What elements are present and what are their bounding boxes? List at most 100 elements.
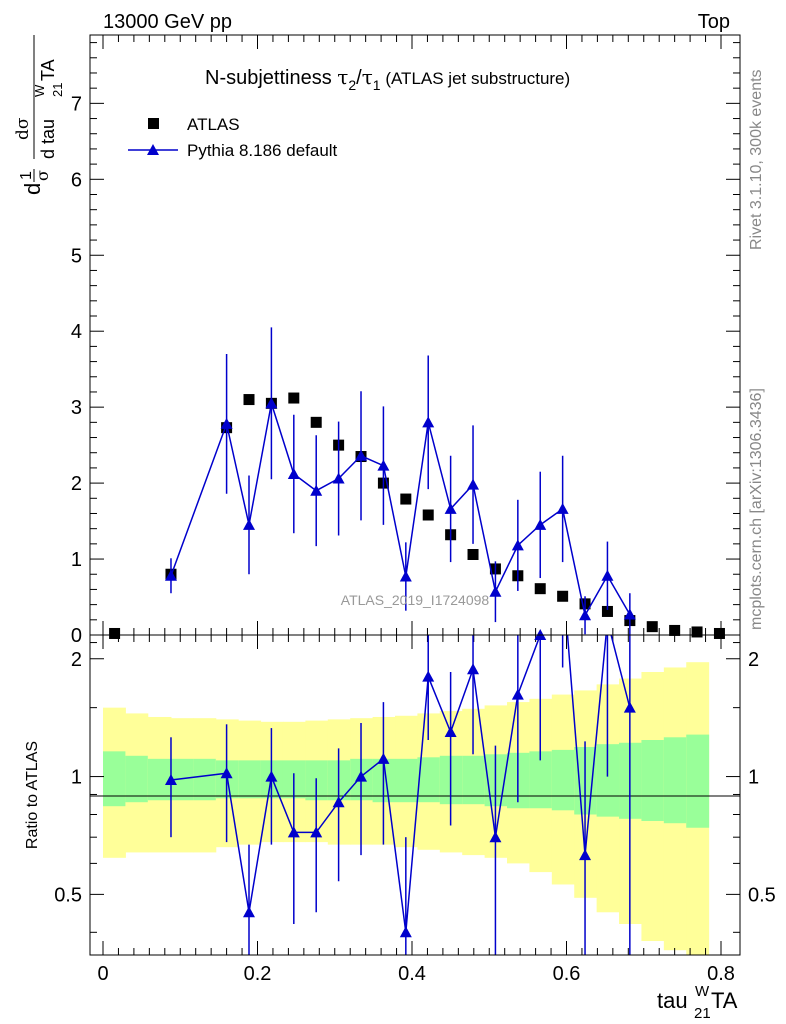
plot-title: N-subjettiness τ2/τ1 (ATLAS jet substruc… xyxy=(205,65,570,93)
ratio-ytick-label-right: 2 xyxy=(748,649,759,671)
ratio-band-inner xyxy=(193,758,217,801)
atlas-point xyxy=(400,493,412,505)
ratio-band-inner xyxy=(596,744,620,817)
main-ytick-label: 7 xyxy=(71,93,82,115)
atlas-point xyxy=(713,627,725,639)
atlas-point xyxy=(243,394,255,406)
ratio-point xyxy=(579,849,592,861)
pythia-point xyxy=(399,570,412,582)
pythia-point xyxy=(422,416,435,428)
pythia-point xyxy=(220,417,233,429)
legend-atlas-label: ATLAS xyxy=(187,115,240,134)
x-tick-label: 0.2 xyxy=(244,963,272,985)
ratio-band-inner xyxy=(395,758,418,803)
legend-mc-label: Pythia 8.186 default xyxy=(187,141,338,160)
x-tick-label: 0.6 xyxy=(553,963,581,985)
ratio-band-inner xyxy=(641,740,665,821)
pythia-point xyxy=(332,472,345,484)
legend-atlas-marker xyxy=(148,118,159,129)
pythia-point xyxy=(377,459,390,471)
ratio-frame xyxy=(89,634,741,956)
ratio-point xyxy=(164,773,177,785)
ratio-point xyxy=(355,770,368,782)
ratio-ytick-label: 2 xyxy=(71,649,82,671)
atlas-point xyxy=(669,624,681,636)
ratio-data-layer xyxy=(164,629,636,955)
main-data-layer xyxy=(109,327,725,639)
main-ytick-label: 0 xyxy=(71,625,82,647)
rivet-label: Rivet 3.1.10, 300k events xyxy=(748,69,765,250)
ylabel-sigma: σ xyxy=(33,170,52,181)
legend-mc-marker xyxy=(147,144,159,155)
ratio-point xyxy=(399,926,412,938)
ratio-point xyxy=(310,826,323,838)
atlas-point xyxy=(467,548,479,560)
ylabel-dtau: d tau xyxy=(38,119,58,159)
atlas-point xyxy=(534,583,546,595)
title-sub2: 2 xyxy=(348,77,356,93)
ratio-axis-ticks: 0.5 0.5 1 1 2 2 0 0.2 0.4 0.6 0.8 xyxy=(54,635,776,985)
ratio-point xyxy=(623,701,636,713)
main-ylabel: d 1 σ dσ d tau W 21 TA xyxy=(13,35,65,195)
ratio-band-inner xyxy=(417,757,441,803)
ylabel-one: 1 xyxy=(18,171,35,180)
atlas-point xyxy=(691,626,703,638)
ratio-point xyxy=(444,725,457,737)
atlas-point xyxy=(310,416,322,428)
ratio-band-inner xyxy=(529,751,553,809)
ylabel-d1: d xyxy=(20,183,45,195)
pythia-point xyxy=(265,397,278,409)
xlabel-ta: TA xyxy=(711,988,738,1013)
header-left: 13000 GeV pp xyxy=(103,11,232,33)
title-tau2: τ xyxy=(337,65,348,89)
ylabel-sup: W xyxy=(32,84,47,97)
pythia-point xyxy=(623,608,636,620)
mcplots-label: mcplots.cern.ch [arXiv:1306.3436] xyxy=(748,388,765,630)
atlas-point xyxy=(601,605,613,617)
ratio-band-inner xyxy=(663,737,687,824)
pythia-point xyxy=(489,585,502,597)
pythia-point xyxy=(355,449,368,461)
pythia-point xyxy=(310,484,323,496)
main-ytick-label: 3 xyxy=(71,397,82,419)
main-axis-ticks: 0 1 2 3 4 5 6 7 xyxy=(71,35,740,647)
xlabel-sub: 21 xyxy=(694,1005,711,1022)
atlas-point xyxy=(557,590,569,602)
header-right: Top xyxy=(698,11,730,33)
atlas-point xyxy=(288,392,300,404)
ratio-band-inner xyxy=(170,758,194,801)
ylabel-ta: TA xyxy=(38,59,58,81)
ratio-point xyxy=(489,831,502,843)
pythia-point xyxy=(511,539,524,551)
ratio-ytick-label-right: 1 xyxy=(748,767,759,789)
main-ytick-label: 4 xyxy=(71,321,82,343)
x-tick-label: 0.8 xyxy=(707,963,735,985)
atlas-point xyxy=(422,509,434,521)
atlas-point xyxy=(646,621,658,633)
ratio-point xyxy=(332,796,345,808)
pythia-point xyxy=(444,502,457,514)
pythia-point xyxy=(243,518,256,530)
ratio-ytick-label: 0.5 xyxy=(54,884,82,906)
x-tick-label: 0 xyxy=(97,963,108,985)
ratio-band-inner xyxy=(551,749,575,811)
ratio-band-inner xyxy=(147,758,172,801)
pythia-point xyxy=(467,478,480,490)
pythia-point xyxy=(556,502,569,514)
ratio-point xyxy=(467,663,480,675)
atlas-point xyxy=(109,627,121,639)
title-sub1: 1 xyxy=(373,77,381,93)
x-tick-label: 0.4 xyxy=(398,963,426,985)
pythia-point xyxy=(579,609,592,621)
main-ytick-label: 1 xyxy=(71,549,82,571)
xlabel-sup: W xyxy=(695,983,710,1000)
ratio-band-inner xyxy=(125,755,149,803)
title-tau1: τ xyxy=(362,65,373,89)
ratio-point xyxy=(265,770,278,782)
x-axis-label: tau W 21 TA xyxy=(657,983,738,1022)
ratio-band-inner xyxy=(238,760,262,799)
ratio-point xyxy=(287,826,300,838)
title-main: N-subjettiness xyxy=(205,67,337,89)
ratio-point xyxy=(243,906,256,918)
